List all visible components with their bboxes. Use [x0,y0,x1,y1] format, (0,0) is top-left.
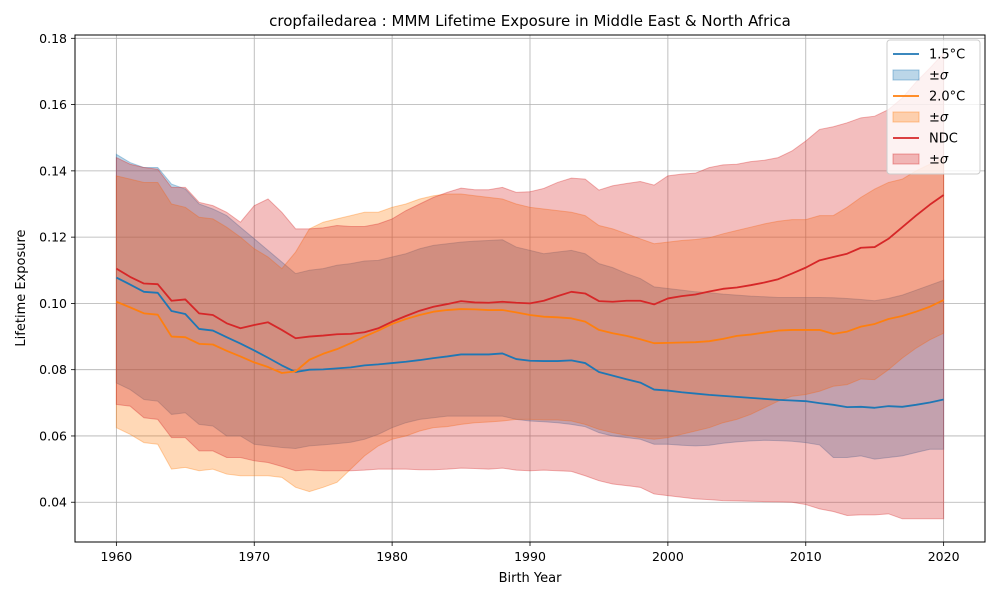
legend-band-swatch [892,69,920,81]
legend-band-label: ±σ [929,153,949,168]
legend: 1.5°C ±σ 2.0°C ±σ NDC ±σ [886,39,981,175]
x-tick-label: 2020 [928,549,960,564]
x-tick-label: 1990 [514,549,546,564]
y-tick-label: 0.16 [39,97,67,112]
legend-band-swatch [892,111,920,123]
y-tick-label: 0.06 [39,428,67,443]
series-band-2 [115,51,945,520]
legend-band-label: ±σ [929,69,949,84]
series-band-1 [115,156,945,493]
series-line-1 [116,299,945,374]
y-tick-label: 0.18 [39,31,67,46]
legend-band-swatch [892,153,920,165]
x-tick-label: 1970 [238,549,270,564]
x-axis-label: Birth Year [499,571,563,586]
y-tick-label: 0.10 [39,296,67,311]
x-tick-label: 1980 [376,549,408,564]
x-tick-label: 2010 [790,549,822,564]
series-line-2 [115,194,945,340]
legend-label: 1.5°C [929,48,965,63]
series-line-0 [115,276,944,409]
axis-ticks: 1960 1970 1980 1990 2000 2010 2020 0.04 0.06 0.08… [39,31,959,564]
y-tick-label: 0.04 [39,495,67,510]
x-tick-label: 2000 [652,549,684,564]
x-tick-label: 1960 [100,549,132,564]
series-band-0 [115,153,945,460]
chart-title: cropfailedarea : MMM Lifetime Exposure i… [269,12,791,30]
y-tick-label: 0.14 [39,163,67,178]
y-axis-label: Lifetime Exposure [14,229,29,346]
legend-label: NDC [929,132,958,147]
legend-label: 2.0°C [929,90,965,105]
plot-area [115,51,945,520]
y-tick-label: 0.08 [39,362,67,377]
y-tick-label: 0.12 [39,230,67,245]
legend-band-label: ±σ [929,111,949,126]
legend-box [886,39,981,175]
